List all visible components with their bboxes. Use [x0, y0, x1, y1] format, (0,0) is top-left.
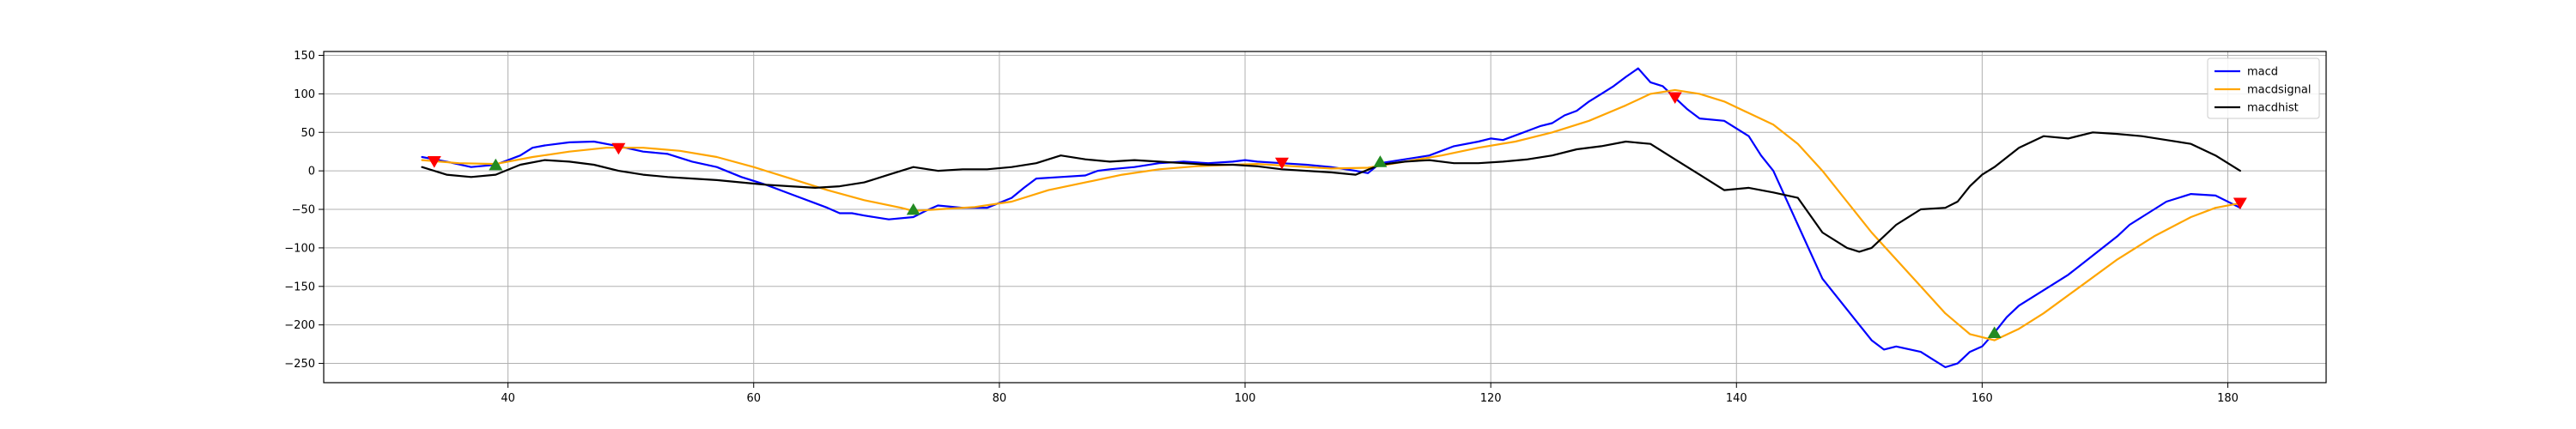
grid-layer [324, 51, 2326, 383]
marker-layer [427, 92, 2247, 339]
y-tick-label: −250 [284, 358, 315, 371]
y-tick-label: 50 [301, 127, 315, 140]
sell-signal-marker [611, 142, 626, 155]
y-tick-label: −150 [284, 281, 315, 293]
x-tick-label: 160 [1971, 392, 1993, 405]
x-tick-label: 120 [1480, 392, 1502, 405]
x-tick-label: 40 [501, 392, 515, 405]
buy-signal-marker [1373, 155, 1388, 167]
y-tick-label: 0 [308, 166, 315, 178]
y-tick-label: −200 [284, 319, 315, 332]
series-line-macdsignal [421, 88, 2241, 341]
sell-signal-marker [427, 155, 441, 168]
plot-frame [323, 51, 2327, 384]
buy-signal-marker [906, 202, 920, 215]
legend-label-macd: macd [2247, 66, 2278, 79]
series-line-macdhist [421, 131, 2241, 253]
sell-signal-marker [1274, 157, 1289, 170]
x-tick-label: 180 [2217, 392, 2239, 405]
buy-signal-marker [489, 158, 503, 171]
x-tick-label: 100 [1235, 392, 1256, 405]
legend-label-macdsignal: macdsignal [2247, 84, 2311, 97]
sell-signal-marker [1668, 92, 1682, 105]
tick-layer: 40 60 80 100 120 140 160 180 150 100 50 0 −50 −100 −15… [284, 50, 2239, 405]
y-tick-label: −50 [292, 204, 315, 217]
buy-signal-marker [1987, 326, 2002, 339]
y-tick-label: 150 [294, 50, 315, 63]
y-tick-label: 100 [294, 88, 315, 101]
sell-signal-marker [2233, 197, 2247, 210]
x-tick-label: 80 [993, 392, 1007, 405]
legend: macd macdsignal macdhist [2207, 57, 2320, 119]
series-layer [421, 67, 2241, 369]
series-line-macd [421, 67, 2241, 369]
legend-box [2207, 57, 2320, 119]
x-tick-label: 140 [1726, 392, 1747, 405]
y-tick-label: −100 [284, 242, 315, 255]
legend-label-macdhist: macdhist [2247, 102, 2299, 115]
x-tick-label: 60 [746, 392, 761, 405]
